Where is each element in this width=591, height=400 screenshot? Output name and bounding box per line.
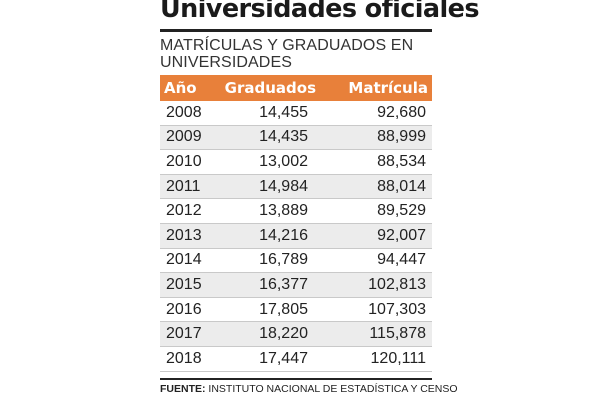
header-matricula: Matrícula (348, 79, 428, 97)
cell-matricula: 88,999 (377, 128, 426, 146)
table-row: 2014 16,789 94,447 (160, 249, 432, 274)
cell-year: 2009 (166, 128, 202, 146)
cell-matricula: 120,111 (370, 349, 426, 367)
cell-year: 2015 (166, 275, 202, 293)
title-rule (160, 29, 432, 32)
table-row: 2015 16,377 102,813 (160, 273, 432, 298)
cell-graduados: 16,377 (259, 275, 308, 293)
infographic: Universidades oficiales MATRÍCULAS Y GRA… (160, 0, 480, 400)
cell-graduados: 14,435 (259, 128, 308, 146)
table-row: 2009 14,435 88,999 (160, 125, 432, 151)
cell-graduados: 13,002 (259, 152, 308, 170)
table-row: 2013 14,216 92,007 (160, 223, 432, 249)
cell-graduados: 14,455 (259, 103, 308, 121)
cell-matricula: 88,014 (377, 177, 426, 195)
cell-year: 2016 (166, 300, 202, 318)
cell-graduados: 17,805 (259, 300, 308, 318)
cell-year: 2014 (166, 251, 202, 269)
subtitle: MATRÍCULAS Y GRADUADOS EN UNIVERSIDADES (160, 37, 414, 71)
cell-matricula: 115,878 (369, 325, 426, 343)
cell-graduados: 17,447 (259, 349, 308, 367)
cell-matricula: 94,447 (377, 251, 426, 269)
cell-year: 2017 (166, 325, 202, 343)
cell-graduados: 14,216 (259, 226, 308, 244)
cell-matricula: 89,529 (377, 202, 426, 220)
table-header: Año Graduados Matrícula (160, 75, 432, 101)
table-row: 2008 14,455 92,680 (160, 101, 432, 126)
cell-year: 2010 (166, 152, 202, 170)
cell-matricula: 92,680 (377, 103, 426, 121)
source-text: INSTITUTO NACIONAL DE ESTADÍSTICA Y CENS… (208, 383, 458, 395)
source-label: FUENTE: (160, 383, 206, 395)
table-row: 2016 17,805 107,303 (160, 298, 432, 323)
cell-year: 2008 (166, 103, 202, 121)
table-row: 2012 13,889 89,529 (160, 199, 432, 224)
cell-year: 2018 (166, 349, 202, 367)
cell-graduados: 13,889 (259, 202, 308, 220)
cell-year: 2012 (166, 202, 202, 220)
table-row: 2018 17,447 120,111 (160, 347, 432, 372)
table-row: 2010 13,002 88,534 (160, 150, 432, 175)
header-graduados: Graduados (224, 79, 316, 97)
cell-matricula: 92,007 (377, 226, 426, 244)
cell-year: 2013 (166, 226, 202, 244)
cell-matricula: 88,534 (377, 152, 426, 170)
data-table: Año Graduados Matrícula 2008 14,455 92,680… (160, 75, 432, 372)
table-row: 2017 18,220 115,878 (160, 322, 432, 347)
cell-graduados: 16,789 (259, 251, 308, 269)
footer-rule (160, 378, 432, 380)
table-row: 2011 14,984 88,014 (160, 174, 432, 200)
page-title: Universidades oficiales (160, 0, 480, 24)
cell-matricula: 107,303 (368, 300, 426, 318)
cell-matricula: 102,813 (368, 275, 426, 293)
cell-graduados: 18,220 (259, 325, 308, 343)
source-note: FUENTE: INSTITUTO NACIONAL DE ESTADÍSTIC… (160, 383, 458, 395)
cell-year: 2011 (166, 177, 201, 195)
header-year: Año (164, 79, 197, 97)
cell-graduados: 14,984 (259, 177, 308, 195)
table-body: 2008 14,455 92,680 2009 14,435 88,999 2010 13,0… (160, 101, 432, 372)
